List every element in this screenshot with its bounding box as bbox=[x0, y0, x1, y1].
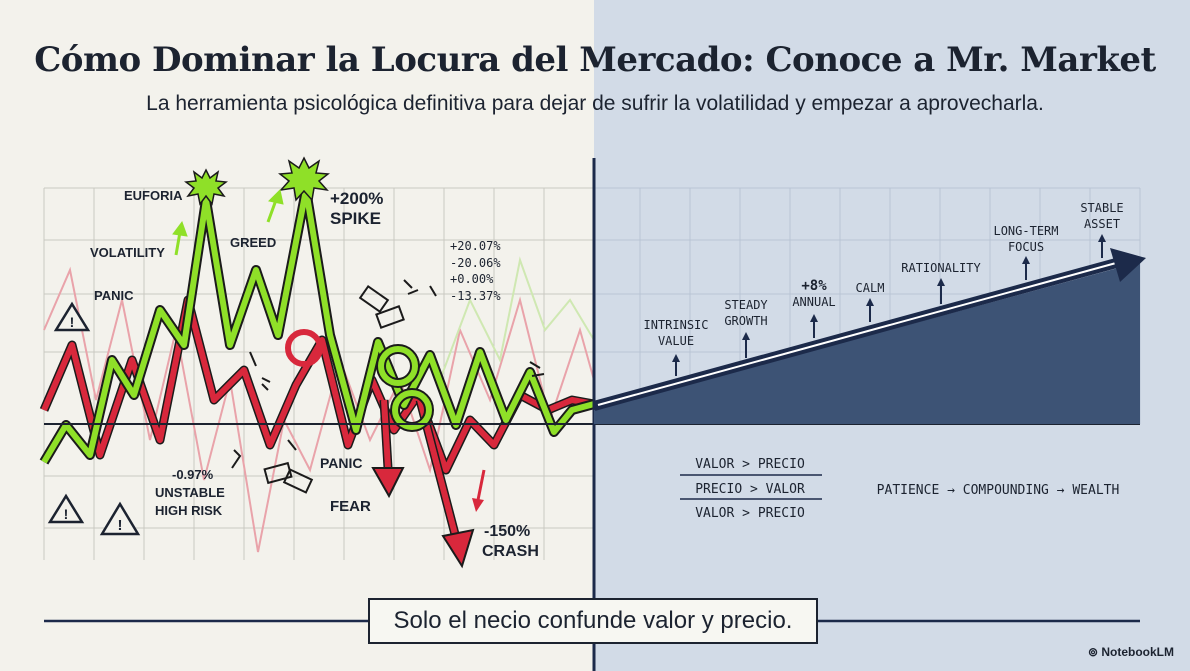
svg-text:!: ! bbox=[70, 314, 75, 330]
fear-arrow bbox=[371, 399, 405, 499]
label-intrinsic-1: INTRINSIC bbox=[643, 318, 708, 332]
label-stable-1: STABLE bbox=[1080, 201, 1123, 215]
notebooklm-icon: ⊚ bbox=[1087, 645, 1102, 659]
faint-green-line bbox=[439, 256, 595, 381]
label-panic-top: PANIC bbox=[94, 288, 134, 303]
stat-1: +20.07% bbox=[450, 239, 501, 253]
label-neg-pct: -0.97% bbox=[172, 467, 214, 482]
quote-box: Solo el necio confunde valor y precio. bbox=[368, 598, 818, 644]
svg-text:!: ! bbox=[118, 517, 123, 534]
euforia-burst bbox=[184, 168, 228, 206]
label-spike: SPIKE bbox=[330, 209, 381, 228]
label-longterm-1: LONG-TERM bbox=[993, 224, 1058, 238]
brand-name: NotebookLM bbox=[1101, 645, 1174, 659]
label-high-risk: HIGH RISK bbox=[155, 503, 223, 518]
page-subtitle: La herramienta psicológica definitiva pa… bbox=[146, 92, 1044, 115]
comparison-row-3: VALOR > PRECIO bbox=[695, 506, 805, 521]
stat-3: +0.00% bbox=[450, 272, 494, 286]
small-red-arrow bbox=[472, 469, 486, 512]
label-intrinsic-2: VALUE bbox=[658, 334, 694, 348]
scribble-marks bbox=[231, 279, 545, 469]
page-title: Cómo Dominar la Locura del Mercado: Cono… bbox=[34, 40, 1156, 80]
label-annual-2: ANNUAL bbox=[792, 295, 835, 309]
label-spike-pct: +200% bbox=[330, 189, 383, 208]
stats-list: +20.07% -20.06% +0.00% -13.37% bbox=[450, 239, 501, 303]
value-price-table: VALOR > PRECIO PRECIO > VALOR VALOR > PR… bbox=[680, 457, 822, 521]
green-up-arrows bbox=[172, 188, 284, 256]
label-crash-pct: -150% bbox=[484, 523, 530, 540]
label-volatility: VOLATILITY bbox=[90, 245, 165, 260]
label-calm: CALM bbox=[856, 281, 885, 295]
svg-text:!: ! bbox=[64, 506, 69, 522]
comparison-row-2: PRECIO > VALOR bbox=[695, 482, 805, 497]
faint-red-line bbox=[43, 266, 595, 553]
label-rationality: RATIONALITY bbox=[901, 261, 981, 275]
label-panic-bottom: PANIC bbox=[320, 455, 363, 471]
money-icon bbox=[263, 284, 405, 494]
label-steady-2: GROWTH bbox=[724, 314, 767, 328]
label-stable-2: ASSET bbox=[1084, 217, 1120, 231]
red-loop bbox=[285, 329, 323, 367]
stat-4: -13.37% bbox=[450, 289, 501, 303]
label-crash: CRASH bbox=[482, 543, 539, 560]
brand-logo: ⊚ NotebookLM bbox=[1088, 645, 1174, 659]
warning-icon: ! ! ! bbox=[47, 301, 141, 536]
label-unstable: UNSTABLE bbox=[155, 485, 225, 500]
label-annual-1: +8% bbox=[801, 278, 827, 294]
label-steady-1: STEADY bbox=[724, 298, 768, 312]
spike-burst bbox=[278, 156, 330, 202]
formula-text: PATIENCE → COMPOUNDING → WEALTH bbox=[877, 483, 1120, 498]
label-longterm-2: FOCUS bbox=[1008, 240, 1044, 254]
label-fear: FEAR bbox=[330, 498, 371, 515]
label-euforia: EUFORIA bbox=[124, 188, 183, 203]
milestone-arrows bbox=[672, 234, 1106, 376]
label-greed: GREED bbox=[230, 235, 276, 250]
comparison-row-1: VALOR > PRECIO bbox=[695, 457, 805, 472]
stat-2: -20.06% bbox=[450, 256, 501, 270]
growth-area bbox=[594, 262, 1140, 424]
